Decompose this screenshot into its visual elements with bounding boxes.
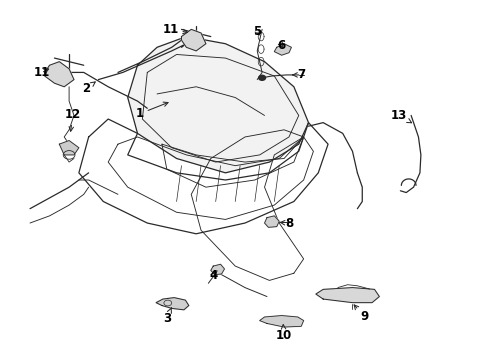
Text: 5: 5 [253,25,261,38]
Text: 9: 9 [354,305,369,324]
Text: 7: 7 [293,68,305,81]
Text: 2: 2 [82,82,95,95]
Polygon shape [274,44,292,55]
Polygon shape [59,140,79,155]
Text: 8: 8 [280,216,293,230]
Circle shape [259,75,266,80]
Polygon shape [316,288,379,303]
Polygon shape [211,264,224,275]
Text: 6: 6 [277,39,286,52]
Polygon shape [156,298,189,310]
Text: 10: 10 [276,325,292,342]
Text: 13: 13 [391,109,412,123]
Text: 4: 4 [209,269,218,282]
Polygon shape [45,62,74,87]
Text: 3: 3 [163,307,172,325]
Text: 11: 11 [163,23,187,36]
Polygon shape [128,37,309,173]
Text: 12: 12 [65,108,81,131]
Polygon shape [181,30,206,51]
Text: 1: 1 [136,102,168,120]
Polygon shape [265,216,279,227]
Polygon shape [260,316,304,327]
Text: 11: 11 [34,66,50,79]
